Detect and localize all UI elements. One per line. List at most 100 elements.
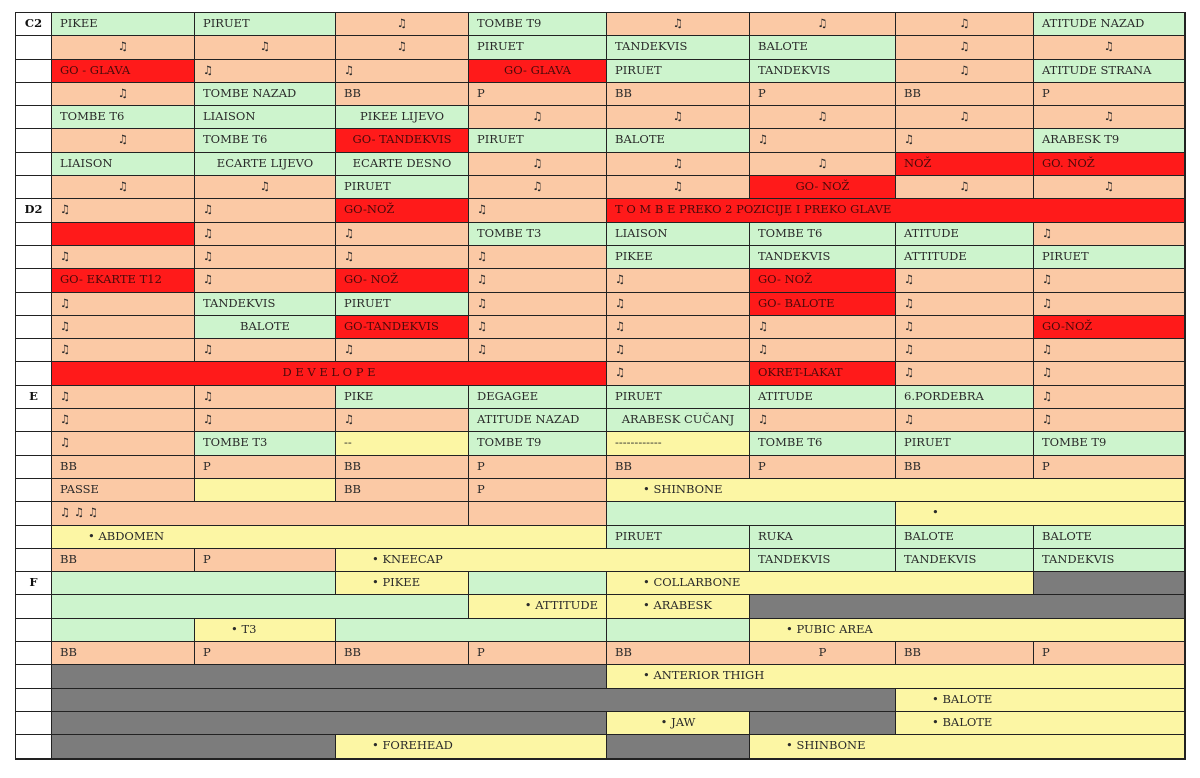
table-cell: ATITUDE STRANA <box>1034 59 1185 83</box>
table-cell: ECARTE LIJEVO <box>195 152 336 177</box>
table-cell: TANDEKVIS <box>896 548 1034 573</box>
table-cell: ♫ <box>896 362 1034 386</box>
table-cell: TANDEKVIS <box>1034 548 1185 573</box>
table-cell: DEGAGEE <box>469 385 607 410</box>
table-cell: ♫ <box>469 176 607 200</box>
table-cell: ♫ <box>750 106 896 130</box>
table-cell: ♫ <box>195 59 336 83</box>
table-cell: PIKEE LIJEVO <box>336 106 469 130</box>
section-label <box>16 362 52 386</box>
table-cell: TANDEKVIS <box>750 59 896 83</box>
section-label <box>16 478 52 503</box>
table-cell: ♫ <box>607 269 750 293</box>
table-cell <box>469 502 607 526</box>
table-cell <box>607 502 896 526</box>
table-cell: ♫ ♫ ♫ <box>52 502 469 526</box>
table-cell: ♫ <box>896 315 1034 340</box>
table-cell: • ABDOMEN <box>52 525 607 549</box>
table-cell: ♫ <box>52 292 195 316</box>
table-cell: P <box>469 642 607 666</box>
table-cell <box>52 735 336 759</box>
table-cell: BB <box>336 478 469 503</box>
table-cell: ATITUDE <box>896 222 1034 246</box>
table-cell: PIKEE <box>607 245 750 270</box>
table-cell: PIKEE <box>52 13 195 37</box>
table-cell: ♫ <box>750 152 896 177</box>
table-cell: • ARABESK <box>607 595 750 619</box>
table-cell: • SHINBONE <box>607 478 1185 503</box>
table-cell: ♫ <box>1034 36 1185 60</box>
table-cell: ♫ <box>195 245 336 270</box>
table-cell: BB <box>607 455 750 479</box>
table-cell: • ATTITUDE <box>469 595 607 619</box>
table-cell: P <box>750 642 896 666</box>
table-cell: ♫ <box>469 269 607 293</box>
table-cell: BB <box>896 642 1034 666</box>
table-cell: ♫ <box>1034 362 1185 386</box>
section-label <box>16 525 52 549</box>
table-cell: LIAISON <box>195 106 336 130</box>
table-cell: ♫ <box>896 129 1034 153</box>
table-cell: ♫ <box>896 269 1034 293</box>
table-cell: P <box>1034 455 1185 479</box>
table-cell: TOMBE T9 <box>469 13 607 37</box>
table-cell: GO-NOŽ <box>1034 315 1185 340</box>
section-label <box>16 129 52 153</box>
table-cell: ♫ <box>336 36 469 60</box>
table-cell: ♫ <box>52 385 195 410</box>
table-cell <box>750 711 896 736</box>
table-cell: P <box>469 455 607 479</box>
table-cell: TOMBE T3 <box>195 432 336 456</box>
table-cell: ♫ <box>896 409 1034 433</box>
table-cell: ♫ <box>469 152 607 177</box>
table-cell: ♫ <box>750 315 896 340</box>
table-cell: ♫ <box>607 176 750 200</box>
table-cell: LIAISON <box>52 152 195 177</box>
table-cell: BB <box>607 642 750 666</box>
table-cell <box>336 618 607 643</box>
table-cell: OKRET-LAKAT <box>750 362 896 386</box>
table-cell: BALOTE <box>1034 525 1185 549</box>
table-cell: ♫ <box>1034 222 1185 246</box>
table-cell: • KNEECAP <box>336 548 750 573</box>
table-cell: BALOTE <box>607 129 750 153</box>
table-cell: ARABESK CUČANJ <box>607 409 750 433</box>
section-label <box>16 618 52 643</box>
table-cell: ♫ <box>469 106 607 130</box>
table-cell: ♫ <box>896 339 1034 363</box>
table-cell: P <box>1034 642 1185 666</box>
table-cell: ♫ <box>896 36 1034 60</box>
table-cell: ♫ <box>1034 106 1185 130</box>
table-cell: TANDEKVIS <box>750 245 896 270</box>
table-cell: TOMBE T9 <box>469 432 607 456</box>
table-cell: P <box>750 455 896 479</box>
choreography-table: C2 PIKEE PIRUET ♫ TOMBE T9 ♫ ♫ ♫ ATITUDE NAZAD ♫ ♫… <box>15 12 1186 760</box>
table-cell: • SHINBONE <box>750 735 1185 759</box>
table-cell: TOMBE NAZAD <box>195 82 336 107</box>
table-cell: ♫ <box>52 36 195 60</box>
table-cell: GO- NOŽ <box>750 269 896 293</box>
table-cell: GO- TANDEKVIS <box>336 129 469 153</box>
section-label <box>16 176 52 200</box>
section-label <box>16 711 52 736</box>
table-cell <box>52 618 195 643</box>
table-cell: ♫ <box>607 362 750 386</box>
table-cell: ♫ <box>52 409 195 433</box>
table-cell: ♫ <box>52 245 195 270</box>
table-cell: ♫ <box>896 176 1034 200</box>
table-cell: • <box>896 502 1185 526</box>
table-cell: ♫ <box>336 59 469 83</box>
table-cell: ♫ <box>195 176 336 200</box>
table-cell <box>607 618 750 643</box>
table-cell: ♫ <box>607 339 750 363</box>
table-cell: ♫ <box>52 199 195 223</box>
section-label <box>16 339 52 363</box>
table-cell: ♫ <box>469 315 607 340</box>
table-cell <box>52 572 336 596</box>
table-cell <box>52 595 469 619</box>
section-label <box>16 36 52 60</box>
section-label <box>16 432 52 456</box>
table-cell: PIRUET <box>336 176 469 200</box>
section-label <box>16 106 52 130</box>
table-cell: BALOTE <box>896 525 1034 549</box>
